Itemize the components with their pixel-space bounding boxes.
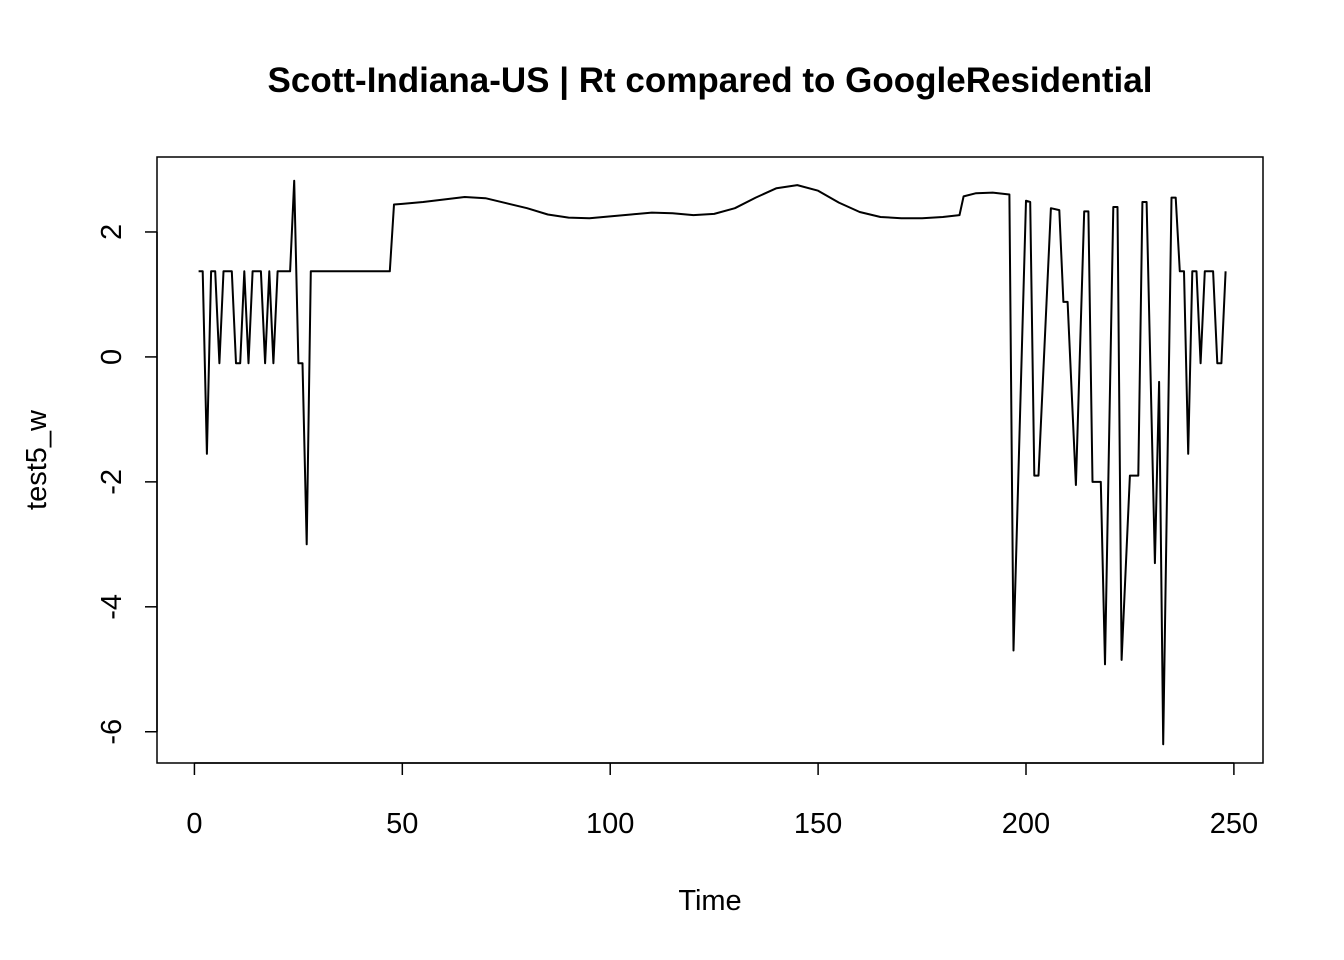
- y-tick-label: -4: [96, 594, 128, 620]
- y-tick-label: 2: [96, 224, 128, 240]
- series-line: [198, 179, 1227, 746]
- chart-title: Scott-Indiana-US | Rt compared to Google…: [268, 61, 1153, 100]
- y-tick-label: 0: [96, 349, 128, 365]
- x-axis: 0 50 100 150 200 250: [186, 762, 1258, 840]
- x-tick-label: 200: [1002, 808, 1050, 840]
- y-tick-label: -2: [96, 469, 128, 495]
- x-tick-label: 250: [1210, 808, 1258, 840]
- y-axis-label: test5_w: [21, 409, 53, 510]
- x-tick-label: 0: [186, 808, 202, 840]
- y-tick-label: -6: [96, 719, 128, 745]
- y-axis: -6 -4 -2 0 2: [96, 224, 158, 745]
- x-tick-label: 150: [794, 808, 842, 840]
- x-tick-label: 50: [386, 808, 418, 840]
- x-tick-label: 100: [586, 808, 634, 840]
- x-axis-label: Time: [678, 885, 741, 917]
- plot-frame: [156, 156, 1264, 764]
